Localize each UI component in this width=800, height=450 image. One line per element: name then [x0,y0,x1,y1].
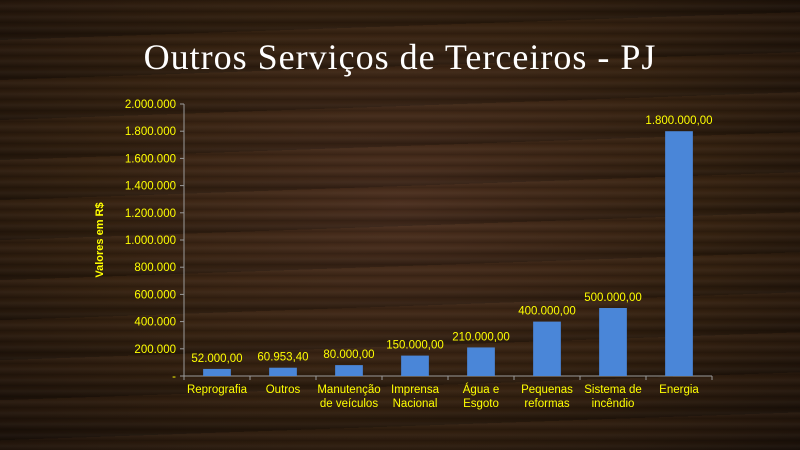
y-tick-label: 1.800.000 [125,126,176,138]
data-label: 1.800.000,00 [645,115,712,127]
data-label: 60.953,40 [257,352,308,364]
x-category-label: Outros [266,384,301,396]
x-category-label: Manutenção de veículos [317,384,380,410]
bar [335,365,363,376]
y-tick-label: - [172,371,176,383]
y-axis-title: Valores em R$ [94,202,106,277]
data-label: 400.000,00 [518,306,576,318]
y-tick-label: 1.600.000 [125,153,176,165]
bar [467,347,495,376]
y-tick-label: 1.200.000 [125,208,176,220]
bar [401,355,429,376]
y-tick-label: 600.000 [134,289,176,301]
data-label: 80.000,00 [323,349,374,361]
bar [599,308,627,376]
x-category-label: Energia [659,384,699,396]
y-tick-label: 2.000.000 [125,99,176,111]
x-category-label: Água e Esgoto [463,383,499,410]
y-tick-label: 1.400.000 [125,181,176,193]
bar [533,321,561,376]
data-label: 150.000,00 [386,340,444,352]
data-label: 210.000,00 [452,331,510,343]
bar [203,368,231,376]
y-axis: - 200.000 400.000 600.000 800.000 1.000.000 1.… [125,99,185,383]
y-tick-label: 1.000.000 [125,235,176,247]
bar [665,131,693,376]
x-category-label: Reprografia [187,384,248,396]
bar [269,367,297,376]
x-axis: Reprografia Outros Manutenção de veículos Im… [183,375,713,410]
data-label: 500.000,00 [584,292,642,304]
x-category-label: Sistema de incêndio [584,384,642,410]
slide-title: Outros Serviços de Terceiros - PJ [143,37,657,77]
data-label: 52.000,00 [191,353,242,365]
y-tick-label: 200.000 [134,344,176,356]
y-tick-label: 400.000 [134,317,176,329]
y-tick-label: 800.000 [134,262,176,274]
x-category-label: Imprensa Nacional [391,384,440,410]
data-labels: 52.000,00 60.953,40 80.000,00 150.000,00 210… [191,115,712,365]
x-category-label: Pequenas reformas [521,384,573,410]
bars [203,131,693,376]
